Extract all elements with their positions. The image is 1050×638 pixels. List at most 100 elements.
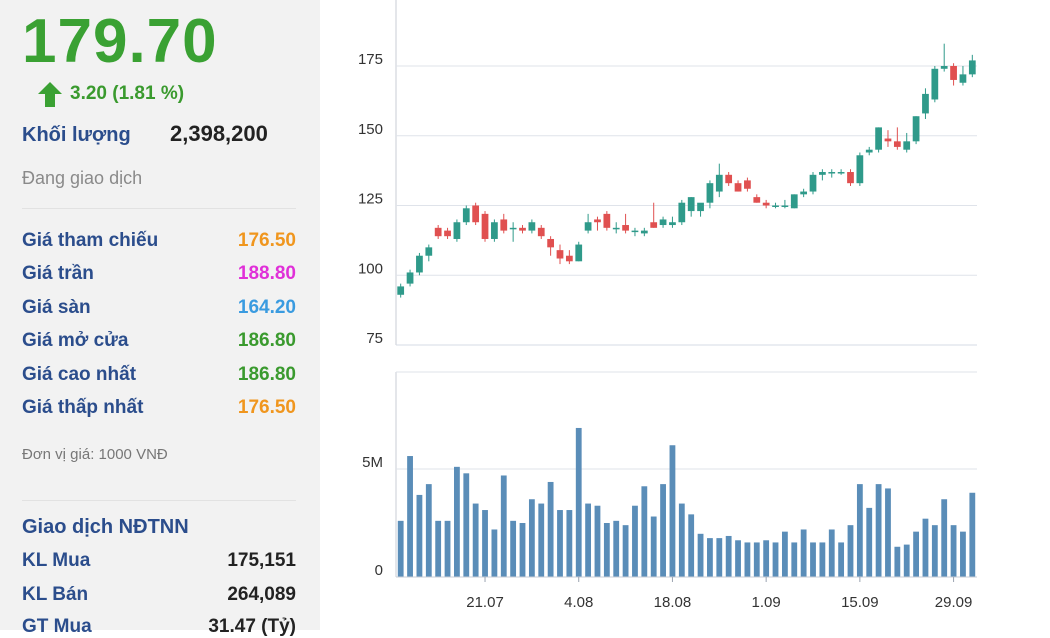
candle [491, 222, 498, 239]
candle [406, 272, 414, 284]
trading-status: Đang giao dịch [22, 168, 143, 188]
foreign-row-buy-value: GT Mua 31.47 (Tỷ) [22, 616, 296, 638]
candle [669, 222, 676, 226]
volume-bar [716, 538, 723, 577]
foreign-row-label: GT Mua [22, 616, 92, 637]
volume-bar [575, 427, 582, 577]
candle [500, 219, 508, 231]
volume-bar [941, 499, 948, 577]
price-unit-note: Đơn vị giá: 1000 VNĐ [22, 446, 168, 463]
volume-bar [847, 525, 854, 577]
volume-bar [482, 510, 488, 577]
candle [678, 202, 686, 223]
volume-bar [922, 518, 929, 577]
volume-bar [969, 492, 976, 577]
volume-bar [885, 488, 891, 577]
volume-bar [875, 484, 882, 577]
x-tick-label: 1.09 [752, 594, 781, 611]
volume-bar [425, 484, 432, 577]
volume-bar [697, 533, 704, 577]
volume-bar [819, 542, 826, 577]
price-row-high: Giá cao nhất 186.80 [22, 364, 296, 386]
volume-bar [763, 540, 770, 577]
candle [865, 149, 873, 153]
foreign-row-label: KL Mua [22, 550, 91, 571]
price-row-value: 176.50 [237, 230, 296, 251]
price-row-label: Giá trần [22, 263, 94, 284]
volume-bar [903, 544, 910, 577]
candle [875, 127, 882, 150]
foreign-row-value: 31.47 (Tỷ) [208, 616, 296, 637]
candle [734, 183, 742, 192]
x-tick-label: 21.07 [466, 594, 504, 611]
volume-bar [772, 542, 779, 577]
volume-bar [725, 535, 732, 577]
price-row-value: 164.20 [237, 297, 296, 318]
volume-bar [416, 494, 423, 577]
price-tick-label: 150 [358, 121, 383, 138]
foreign-trading-title: Giao dịch NĐTNN [22, 516, 189, 538]
volume-bar [538, 503, 545, 577]
volume-bar [781, 531, 788, 577]
volume-bar [960, 531, 966, 577]
candle [781, 205, 789, 207]
candle [715, 174, 723, 192]
volume-bar [791, 542, 798, 577]
candle [893, 141, 901, 147]
price-tick-label: 100 [358, 260, 383, 277]
price-row-open: Giá mở cửa 186.80 [22, 330, 296, 352]
candle [575, 244, 583, 262]
price-row-value: 188.80 [237, 263, 296, 284]
price-row-value: 186.80 [237, 364, 296, 385]
volume-bar [397, 520, 404, 577]
volume-bar [454, 466, 460, 577]
candle [828, 172, 836, 174]
volume-bar [735, 540, 741, 577]
volume-bar [650, 516, 657, 577]
volume-bar [931, 525, 938, 577]
candle [706, 183, 714, 203]
candle [416, 255, 423, 273]
candle [847, 172, 854, 184]
volume-bar [913, 531, 919, 577]
volume-bar [435, 520, 442, 577]
volume-bar [594, 505, 601, 577]
candle [565, 255, 573, 262]
candle [790, 194, 798, 209]
candle [922, 93, 929, 114]
volume-bar [528, 499, 535, 577]
volume-bar [894, 546, 901, 577]
price-volume-chart: 75 100 125 150 175 0 5M 21.07 4.08 18.08 1.09 15.09… [358, 0, 977, 611]
candle [397, 286, 405, 295]
candle [650, 222, 658, 228]
candle [584, 222, 592, 231]
volume-bar [444, 520, 451, 577]
candle [594, 219, 601, 223]
foreign-row-value: 175,151 [227, 550, 296, 571]
volume-bar [557, 510, 563, 577]
volume-tick-label: 0 [375, 562, 383, 579]
volume-bar [585, 503, 592, 577]
price-row-value: 186.80 [237, 330, 296, 351]
price-row-reference: Giá tham chiếu 176.50 [22, 230, 296, 252]
quote-panel: 179.70 3.20 (1.81 %) Khối lượng 2,398,20… [0, 0, 320, 637]
price-row-label: Giá mở cửa [22, 330, 129, 351]
candle [687, 197, 695, 212]
x-tick-label: 29.09 [935, 594, 973, 611]
candle [819, 172, 826, 175]
candle [640, 230, 648, 234]
candle [837, 172, 845, 174]
candle [753, 197, 761, 203]
price-row-low: Giá thấp nhất 176.50 [22, 397, 296, 419]
volume-bar [688, 514, 695, 577]
candle [809, 174, 817, 192]
volume-bar [407, 456, 413, 577]
candle [772, 205, 779, 207]
price-row-label: Giá thấp nhất [22, 397, 144, 418]
volume-bar [622, 525, 629, 577]
volume-bar [950, 525, 957, 577]
candle [940, 66, 948, 69]
volume-bar [500, 475, 507, 577]
volume-bar [678, 503, 685, 577]
volume-bar [510, 520, 517, 577]
